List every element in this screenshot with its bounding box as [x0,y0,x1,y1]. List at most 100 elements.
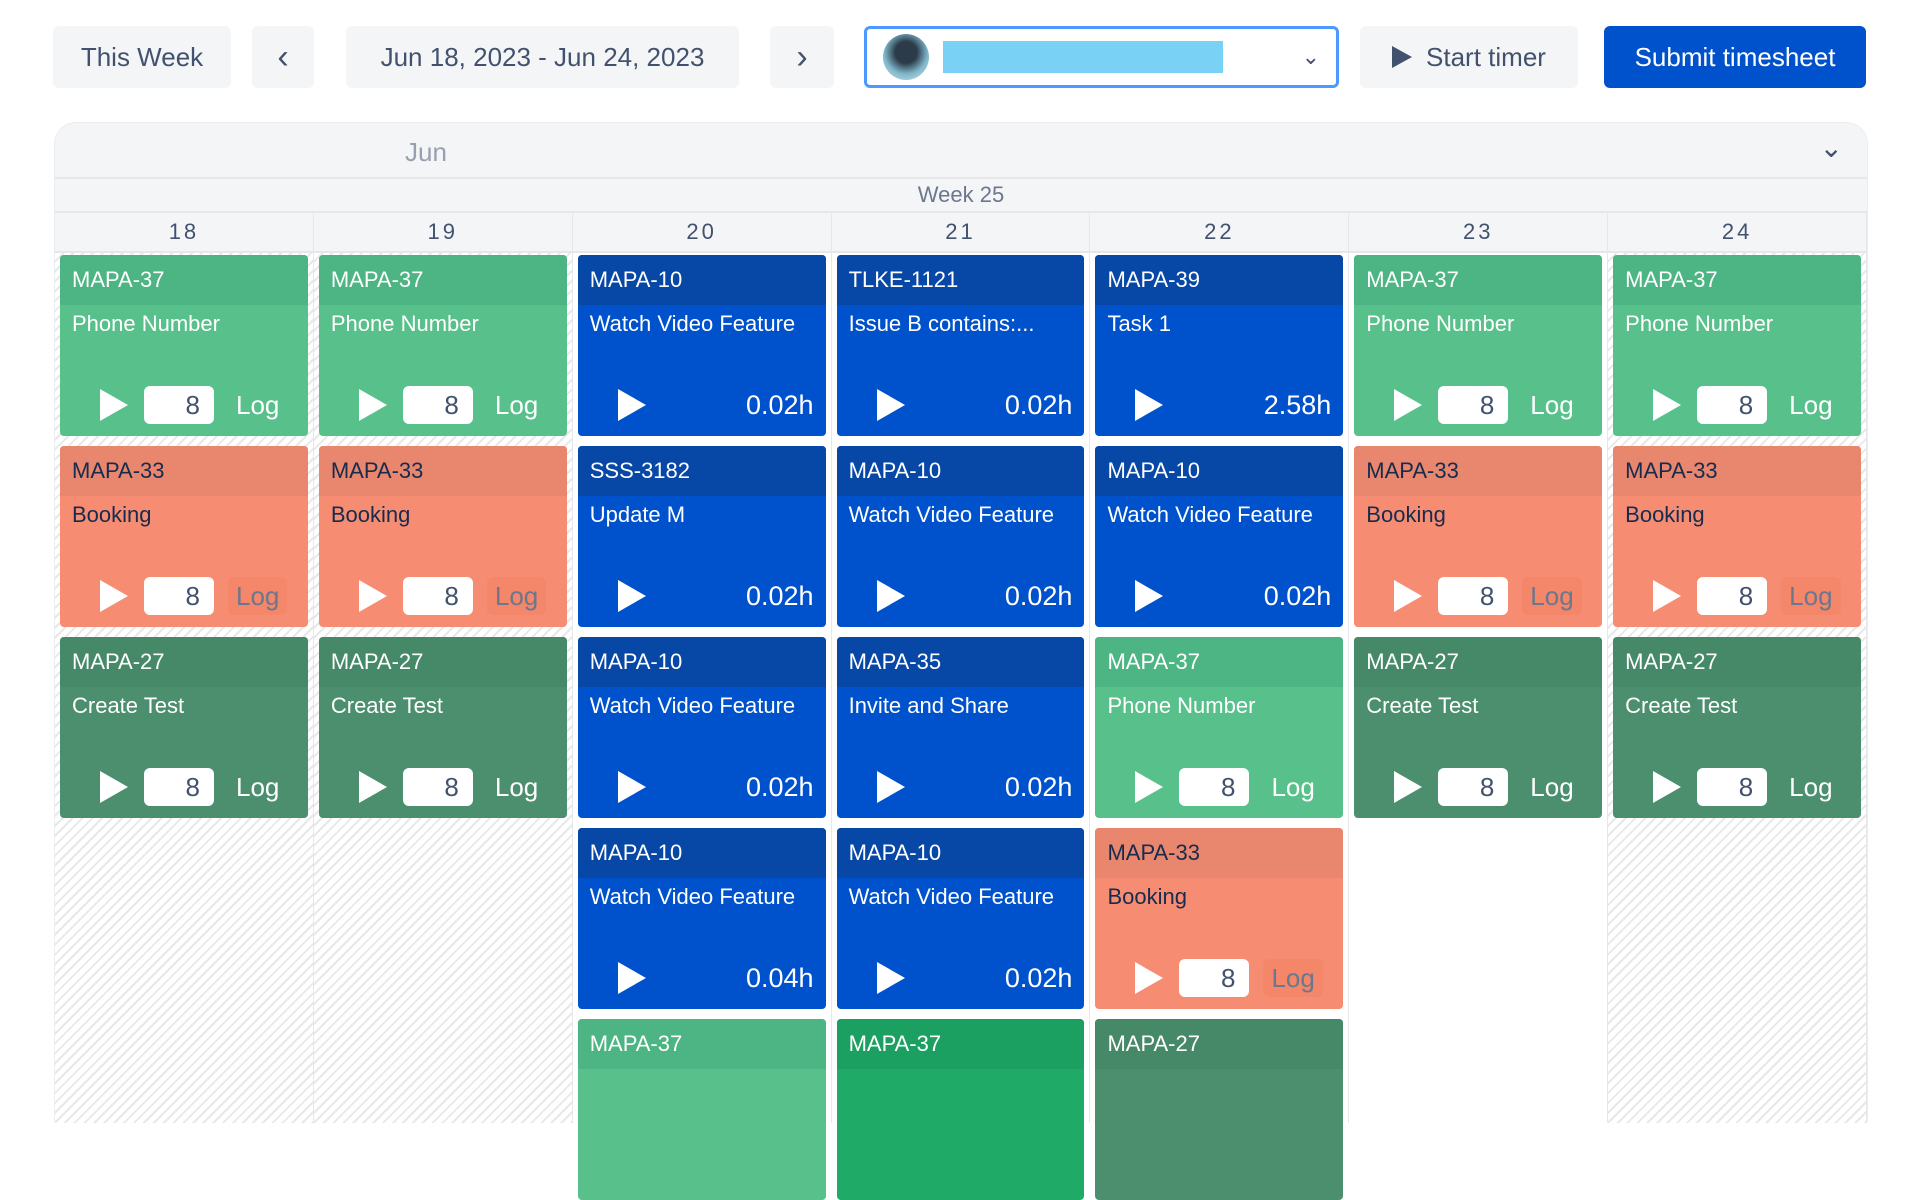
date-range-picker[interactable]: Jun 18, 2023 - Jun 24, 2023 [346,26,739,88]
issue-key: MAPA-33 [60,446,308,496]
hours-input[interactable]: 8 [1179,959,1250,997]
issue-card[interactable]: TLKE-1121 Issue B contains:... 0.02h [836,255,1085,436]
play-icon[interactable] [876,771,905,803]
day-column: MAPA-37 Phone Number 8 Log MAPA-33 Booking 8 Lo… [55,253,314,1123]
collapse-chevron-icon[interactable]: ⌄ [1819,132,1843,163]
issue-card[interactable]: MAPA-33 Booking 8 Log [1354,446,1603,627]
play-icon[interactable] [617,962,646,994]
log-button[interactable]: Log [1522,577,1582,615]
play-icon[interactable] [1394,580,1423,612]
issue-key: MAPA-10 [1095,446,1344,496]
start-timer-button[interactable]: Start timer [1360,26,1578,88]
issue-card[interactable]: MAPA-35 Invite and Share 0.02h [836,637,1085,818]
logged-hours: 2.58h [1263,390,1332,420]
issue-card[interactable]: MAPA-27 Create Test 8 Log [318,637,567,818]
hours-input[interactable]: 8 [1179,768,1250,806]
previous-week-button[interactable]: ‹ [252,26,314,88]
log-button[interactable]: Log [1530,772,1574,802]
card-footer: 0.02h [837,766,1085,808]
issue-card[interactable]: MAPA-37 [577,1019,826,1200]
issue-card[interactable]: MAPA-27 Create Test 8 Log [60,637,308,818]
submit-timesheet-button[interactable]: Submit timesheet [1604,26,1866,88]
hours-input[interactable]: 8 [144,386,214,424]
hours-input[interactable]: 8 [1438,577,1509,615]
issue-card[interactable]: MAPA-33 Booking 8 Log [318,446,567,627]
play-icon[interactable] [617,771,646,803]
play-icon[interactable] [1394,771,1423,803]
play-icon[interactable] [617,389,646,421]
issue-card[interactable]: MAPA-37 Phone Number 8 Log [1354,255,1603,436]
logged-hours: 0.02h [746,390,814,420]
play-icon[interactable] [617,580,646,612]
hours-input[interactable]: 8 [402,386,473,424]
log-button[interactable]: Log [228,577,288,615]
hours-input[interactable]: 8 [402,768,473,806]
log-button[interactable]: Log [1263,959,1323,997]
issue-card[interactable]: MAPA-33 Booking 8 Log [1613,446,1862,627]
log-button[interactable]: Log [1789,772,1833,802]
log-button[interactable]: Log [486,577,547,615]
issue-card[interactable]: MAPA-37 [836,1019,1085,1200]
issue-card[interactable]: MAPA-27 Create Test 8 Log [1613,637,1862,818]
hours-input[interactable]: 8 [1697,386,1768,424]
day-header: 24 [1608,213,1868,251]
issue-title: Create Test [330,693,443,718]
issue-card[interactable]: MAPA-37 Phone Number 8 Log [1613,255,1862,436]
play-icon[interactable] [100,771,128,803]
issue-card[interactable]: MAPA-27 Create Test 8 Log [1354,637,1603,818]
play-icon[interactable] [876,389,905,421]
play-icon[interactable] [100,580,128,612]
issue-card[interactable]: MAPA-37 Phone Number 8 Log [1095,637,1344,818]
play-icon[interactable] [1135,580,1164,612]
hours-input[interactable]: 8 [144,577,214,615]
log-button[interactable]: Log [236,772,280,802]
issue-card[interactable]: MAPA-37 Phone Number 8 Log [318,255,567,436]
issue-key: MAPA-37 [318,255,567,305]
play-icon[interactable] [876,580,905,612]
play-icon[interactable] [1394,389,1423,421]
hours-input[interactable]: 8 [144,768,214,806]
next-week-button[interactable]: › [770,26,834,88]
user-select[interactable]: ⌄ [864,26,1339,88]
issue-card[interactable]: MAPA-27 [1095,1019,1344,1200]
play-icon[interactable] [1135,389,1164,421]
issue-card[interactable]: MAPA-39 Task 1 2.58h [1095,255,1344,436]
issue-card[interactable]: MAPA-10 Watch Video Feature 0.02h [836,446,1085,627]
play-icon[interactable] [358,580,387,612]
this-week-button[interactable]: This Week [53,26,231,88]
issue-card[interactable]: MAPA-10 Watch Video Feature 0.02h [836,828,1085,1009]
log-button[interactable]: Log [1781,577,1841,615]
issue-card[interactable]: MAPA-10 Watch Video Feature 0.02h [577,255,826,436]
issue-key: MAPA-10 [577,255,826,305]
issue-card[interactable]: MAPA-33 Booking 8 Log [1095,828,1344,1009]
log-button[interactable]: Log [1271,772,1315,802]
issue-card[interactable]: MAPA-37 Phone Number 8 Log [60,255,308,436]
play-icon[interactable] [358,389,387,421]
play-icon[interactable] [1653,389,1682,421]
hours-input[interactable]: 8 [402,577,473,615]
issue-title: Phone Number [72,311,220,336]
log-button[interactable]: Log [1530,390,1574,420]
hours-input[interactable]: 8 [1697,768,1768,806]
issue-card[interactable]: MAPA-10 Watch Video Feature 0.02h [577,637,826,818]
play-icon[interactable] [876,962,905,994]
log-button[interactable]: Log [1789,390,1833,420]
issue-card[interactable]: MAPA-10 Watch Video Feature 0.02h [1095,446,1344,627]
issue-title: Watch Video Feature [589,311,796,336]
hours-input[interactable]: 8 [1438,386,1509,424]
card-footer: 8 Log [60,766,308,808]
play-icon[interactable] [100,389,128,421]
log-button[interactable]: Log [494,772,539,802]
issue-card[interactable]: SSS-3182 Update M 0.02h [577,446,826,627]
play-icon[interactable] [1653,580,1682,612]
log-button[interactable]: Log [494,390,539,420]
hours-input[interactable]: 8 [1697,577,1768,615]
issue-card[interactable]: MAPA-10 Watch Video Feature 0.04h [577,828,826,1009]
play-icon[interactable] [358,771,387,803]
hours-input[interactable]: 8 [1438,768,1509,806]
play-icon[interactable] [1135,962,1164,994]
issue-card[interactable]: MAPA-33 Booking 8 Log [60,446,308,627]
play-icon[interactable] [1653,771,1682,803]
play-icon[interactable] [1135,771,1164,803]
log-button[interactable]: Log [236,390,280,420]
